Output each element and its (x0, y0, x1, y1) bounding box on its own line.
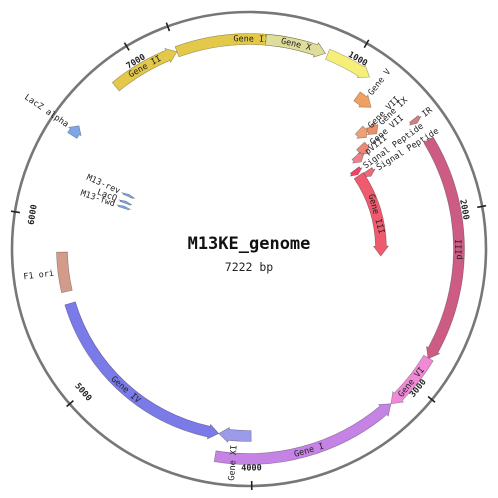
feature-laco-20[interactable] (118, 199, 133, 206)
tick-mark-2000 (477, 204, 487, 209)
feature-label-f1-ori-18: F1 ori (23, 269, 55, 283)
tick-mark-1000 (363, 39, 370, 49)
feature-m13-fwd-19[interactable] (116, 204, 132, 211)
tick-mark-6000 (10, 210, 21, 214)
tick-label-5000: 5000 (72, 381, 93, 403)
feature-label-gene-x-2: Gene X (280, 37, 313, 54)
map-length: 7222 bp (225, 260, 274, 274)
tick-mark-3000 (427, 395, 436, 403)
feature-gene-xi-16[interactable] (218, 426, 252, 443)
feature-label-gene-iii-13: Gene III (366, 193, 386, 235)
feature-label-gene-ii-1: Gene II (233, 34, 269, 44)
feature-label-gene-v-4: Gene V (366, 67, 393, 97)
backbone-circle (10, 10, 488, 488)
feature-gene-iv-17[interactable] (64, 301, 220, 440)
feature-f1-ori-18[interactable] (56, 251, 73, 294)
map-title: M13KE_genome (188, 234, 311, 254)
feature-signal-peptide-10[interactable] (349, 166, 363, 177)
tick-mark-0 (165, 22, 171, 32)
feature-gene-ii-0[interactable] (111, 48, 178, 92)
feature-label-gene-xi-16: Gene XI (227, 445, 240, 481)
tick-mark-7000 (123, 42, 130, 51)
feature-gene-vii-8[interactable] (356, 141, 370, 155)
feature-label-ir-6: IR (420, 105, 435, 120)
feature-gene-vi-14[interactable] (390, 354, 434, 405)
feature-gene-i-15[interactable] (213, 403, 392, 465)
feature-gene-v-3[interactable] (325, 48, 370, 79)
tick-label-4000: 4000 (241, 463, 262, 473)
feature-lacz-alpha-22[interactable] (67, 125, 82, 139)
feature-label-piii-12: pIII (454, 239, 464, 260)
feature-m13-rev-21[interactable] (121, 192, 136, 199)
feature-gene-iii-13[interactable] (353, 172, 390, 257)
tick-label-6000: 6000 (27, 204, 40, 226)
tick-mark-5000 (66, 400, 74, 408)
feature-gene-x-2[interactable] (265, 33, 326, 58)
feature-gene-vii-7[interactable] (354, 125, 368, 139)
feature-label-gene-iv-17: Gene IV (109, 374, 143, 405)
feature-ir-6[interactable] (409, 115, 422, 126)
feature-pviii-9[interactable] (351, 151, 365, 164)
feature-gene-v-4[interactable] (353, 91, 372, 108)
